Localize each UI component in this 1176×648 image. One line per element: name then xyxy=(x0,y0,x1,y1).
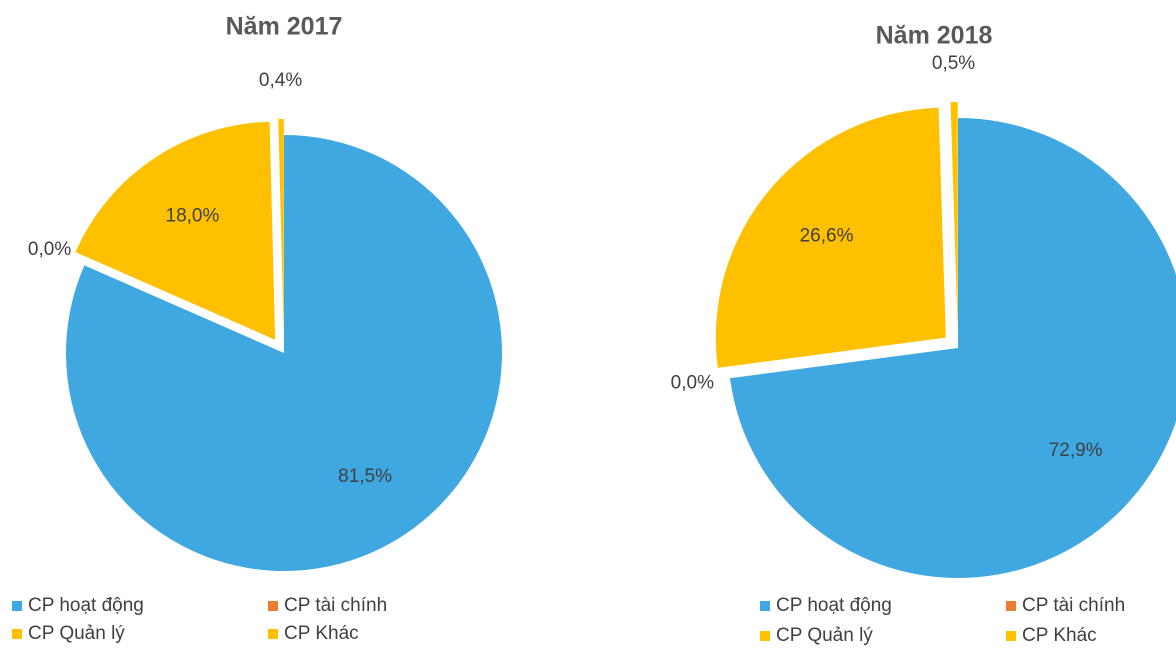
legend-label: CP tài chính xyxy=(284,595,387,616)
legend-label: CP Quản lý xyxy=(28,623,125,644)
data-label: 0,5% xyxy=(932,53,975,74)
legend-swatch xyxy=(12,629,22,639)
legend-swatch xyxy=(1006,601,1016,611)
legend-swatch xyxy=(268,601,278,611)
pie-slice xyxy=(278,119,284,338)
legend-swatch xyxy=(760,631,770,641)
legend-label: CP tài chính xyxy=(1022,595,1125,616)
legend-label: CP hoạt động xyxy=(776,595,892,616)
legend-swatch xyxy=(268,629,278,639)
legend-swatch xyxy=(760,601,770,611)
pie-slice xyxy=(65,135,502,571)
legend-swatch xyxy=(1006,631,1016,641)
legend-label: CP Khác xyxy=(1022,625,1097,646)
data-label: 26,6% xyxy=(800,225,854,246)
data-label: 0,0% xyxy=(28,239,71,260)
data-label: 0,4% xyxy=(259,70,302,91)
pie-slice xyxy=(75,121,276,340)
chart-title: Năm 2017 xyxy=(226,13,343,41)
data-label: 72,9% xyxy=(1049,440,1103,461)
data-label: 0,0% xyxy=(671,372,714,393)
pie-slice xyxy=(729,118,1176,578)
pie-slice xyxy=(715,107,946,368)
pie-slice xyxy=(950,102,958,333)
data-label: 81,5% xyxy=(338,466,392,487)
chart-title: Năm 2018 xyxy=(876,22,993,50)
legend-label: CP hoạt động xyxy=(28,595,144,616)
legend-swatch xyxy=(12,601,22,611)
legend-label: CP Khác xyxy=(284,623,359,644)
legend-label: CP Quản lý xyxy=(776,625,873,646)
data-label: 18,0% xyxy=(166,206,220,227)
